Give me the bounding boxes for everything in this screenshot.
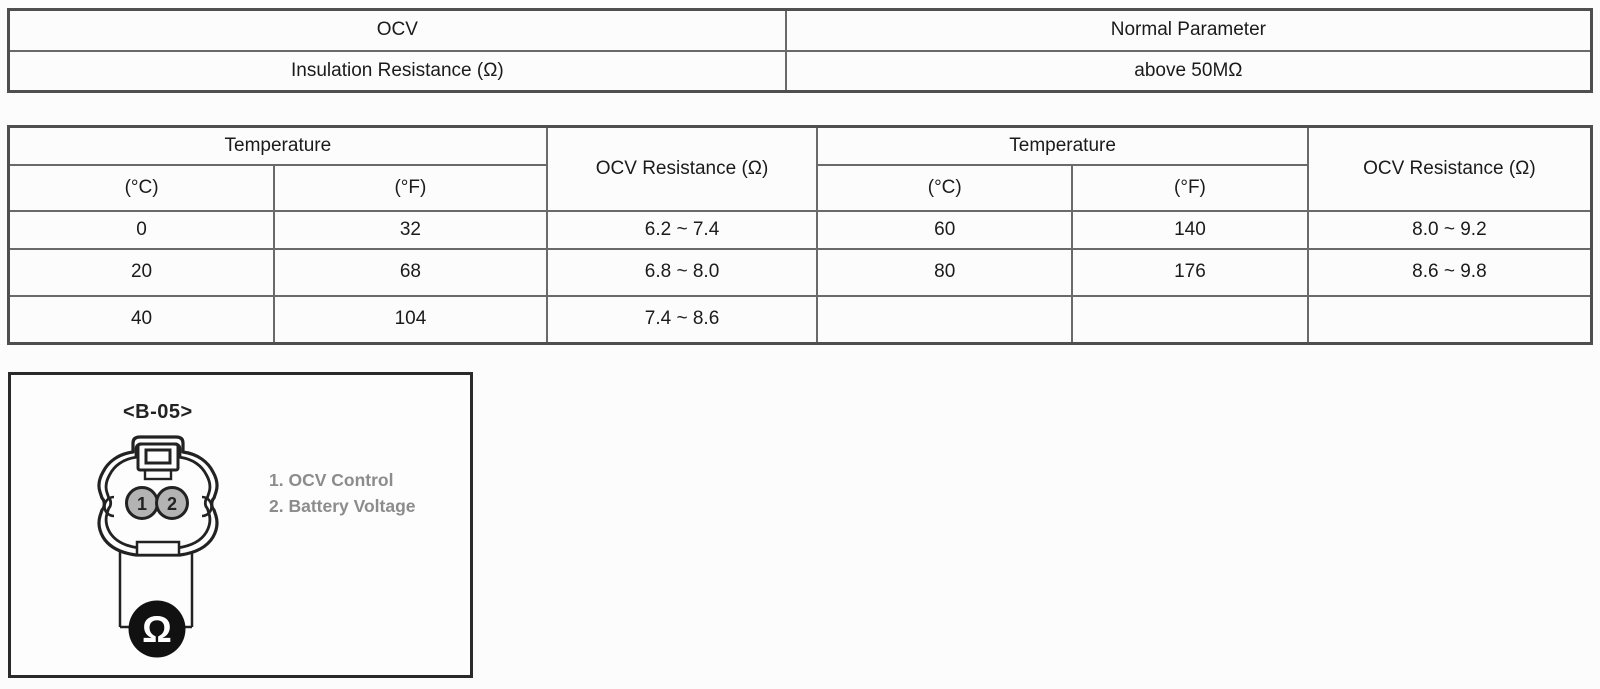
ocv-resistance-header-right: OCV Resistance (Ω) <box>1306 125 1593 212</box>
cell-f <box>1071 294 1309 345</box>
cell-f: 32 <box>273 209 548 250</box>
connector-bottom-tab <box>135 540 181 557</box>
temperature-header-left: Temperature <box>7 125 548 166</box>
pin-1-number: 1 <box>137 494 147 514</box>
cell-f: 176 <box>1071 247 1309 297</box>
table-row: 0 32 6.2 ~ 7.4 60 140 8.0 ~ 9.2 <box>7 209 1593 250</box>
cell-f: 68 <box>273 247 548 297</box>
cell-c: 80 <box>816 247 1074 297</box>
fahrenheit-header-left: (°F) <box>273 163 548 212</box>
celsius-header-right: (°C) <box>816 163 1074 212</box>
pin-legend: 1. OCV Control 2. Battery Voltage <box>269 467 416 519</box>
spec-header-ocv: OCV <box>7 8 787 52</box>
cell-resistance: 7.4 ~ 8.6 <box>545 294 819 345</box>
cell-resistance: 8.0 ~ 9.2 <box>1306 209 1593 250</box>
latch <box>136 442 180 481</box>
table-row: 40 104 7.4 ~ 8.6 <box>7 294 1593 345</box>
pin-1: 1 <box>125 486 159 520</box>
cell-c: 40 <box>7 294 276 345</box>
pin-2-number: 2 <box>167 494 177 514</box>
table-row: Insulation Resistance (Ω) above 50MΩ <box>7 49 1593 93</box>
celsius-header-left: (°C) <box>7 163 276 212</box>
cell-f: 104 <box>273 294 548 345</box>
connector-diagram-box: 1 2 Ω <B-05> 1. OCV Control 2. Battery V… <box>8 372 473 678</box>
table-row: (°C) (°F) (°C) (°F) <box>7 163 1592 212</box>
pin-legend-line-1: 1. OCV Control <box>269 470 394 490</box>
table-row: OCV Normal Parameter <box>7 8 1593 52</box>
left-ear-notch <box>103 495 115 518</box>
spec-cell-insulation-resistance: Insulation Resistance (Ω) <box>7 49 787 93</box>
cell-c: 20 <box>7 247 276 297</box>
connector-id-label: <B-05> <box>123 401 193 423</box>
fahrenheit-header-right: (°F) <box>1071 163 1309 212</box>
cell-c: 60 <box>816 209 1074 250</box>
table-row: 20 68 6.8 ~ 8.0 80 176 8.6 ~ 9.8 <box>7 247 1593 297</box>
spec-table: OCV Normal Parameter Insulation Resistan… <box>7 8 1593 93</box>
cell-resistance: 6.8 ~ 8.0 <box>545 247 819 297</box>
connector-illustration: 1 2 Ω <box>97 435 219 658</box>
cell-f: 140 <box>1071 209 1309 250</box>
spec-header-normal-parameter: Normal Parameter <box>784 8 1593 52</box>
pin-legend-line-2: 2. Battery Voltage <box>269 496 416 516</box>
ohm-glyph: Ω <box>142 609 172 650</box>
cell-c <box>816 294 1074 345</box>
cell-c: 0 <box>7 209 276 250</box>
ocv-resistance-header-left: OCV Resistance (Ω) <box>545 125 819 212</box>
temperature-header-right: Temperature <box>816 125 1309 166</box>
resistance-table: Temperature OCV Resistance (Ω) Temperatu… <box>7 125 1593 345</box>
cell-resistance: 6.2 ~ 7.4 <box>545 209 819 250</box>
cell-resistance: 8.6 ~ 9.8 <box>1306 247 1593 297</box>
cell-resistance <box>1306 294 1593 345</box>
spec-cell-insulation-value: above 50MΩ <box>784 49 1593 93</box>
table-row: Temperature OCV Resistance (Ω) Temperatu… <box>7 125 1593 212</box>
pin-2: 2 <box>155 486 189 520</box>
ohmmeter-symbol: Ω <box>128 600 186 658</box>
right-ear-notch <box>201 495 213 518</box>
